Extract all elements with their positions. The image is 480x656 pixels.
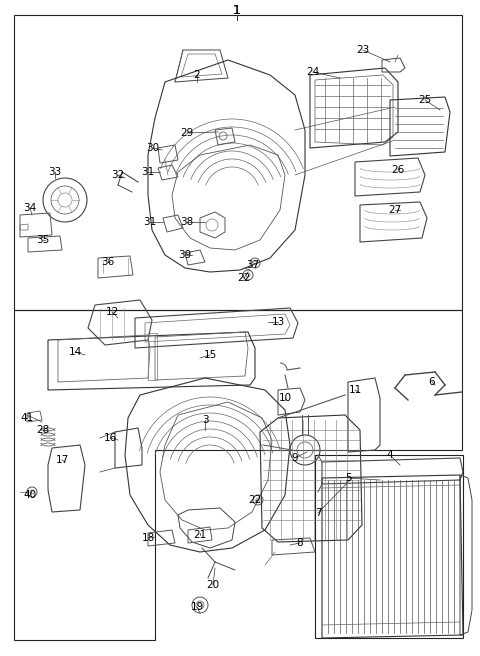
Text: 41: 41 — [20, 413, 34, 423]
Text: 14: 14 — [68, 347, 82, 357]
Text: 36: 36 — [101, 257, 115, 267]
Text: 40: 40 — [24, 490, 36, 500]
Text: 21: 21 — [193, 530, 206, 540]
Text: 37: 37 — [246, 260, 260, 270]
Text: 18: 18 — [142, 533, 155, 543]
Text: 25: 25 — [419, 95, 432, 105]
Text: 26: 26 — [391, 165, 405, 175]
Text: 39: 39 — [179, 250, 192, 260]
Text: 12: 12 — [106, 307, 119, 317]
Text: 28: 28 — [36, 425, 49, 435]
Text: 31: 31 — [144, 217, 156, 227]
Text: 8: 8 — [297, 538, 303, 548]
Text: 34: 34 — [24, 203, 36, 213]
Text: 32: 32 — [111, 170, 125, 180]
Text: 24: 24 — [306, 67, 320, 77]
Text: 19: 19 — [191, 602, 204, 612]
Text: 17: 17 — [55, 455, 69, 465]
Text: 15: 15 — [204, 350, 216, 360]
Text: 1: 1 — [233, 3, 241, 16]
Text: 38: 38 — [180, 217, 193, 227]
Text: 5: 5 — [345, 473, 351, 483]
Text: 22: 22 — [248, 495, 262, 505]
Text: 13: 13 — [271, 317, 285, 327]
Bar — [315, 455, 463, 638]
Text: 4: 4 — [387, 450, 393, 460]
Text: 11: 11 — [348, 385, 361, 395]
Text: 27: 27 — [388, 205, 402, 215]
Text: 30: 30 — [146, 143, 159, 153]
Text: 7: 7 — [315, 508, 321, 518]
Text: 23: 23 — [356, 45, 370, 55]
Bar — [14, 15, 462, 310]
Text: 16: 16 — [103, 433, 117, 443]
Text: 1: 1 — [233, 3, 241, 16]
Text: 31: 31 — [142, 167, 155, 177]
Text: 10: 10 — [278, 393, 291, 403]
Text: 20: 20 — [206, 580, 219, 590]
Text: 33: 33 — [48, 167, 61, 177]
Text: 2: 2 — [194, 70, 200, 80]
Text: 22: 22 — [238, 273, 251, 283]
Text: 35: 35 — [36, 235, 49, 245]
Text: 9: 9 — [292, 453, 298, 463]
Text: 6: 6 — [429, 377, 435, 387]
Text: 29: 29 — [180, 128, 193, 138]
Text: 3: 3 — [202, 415, 208, 425]
